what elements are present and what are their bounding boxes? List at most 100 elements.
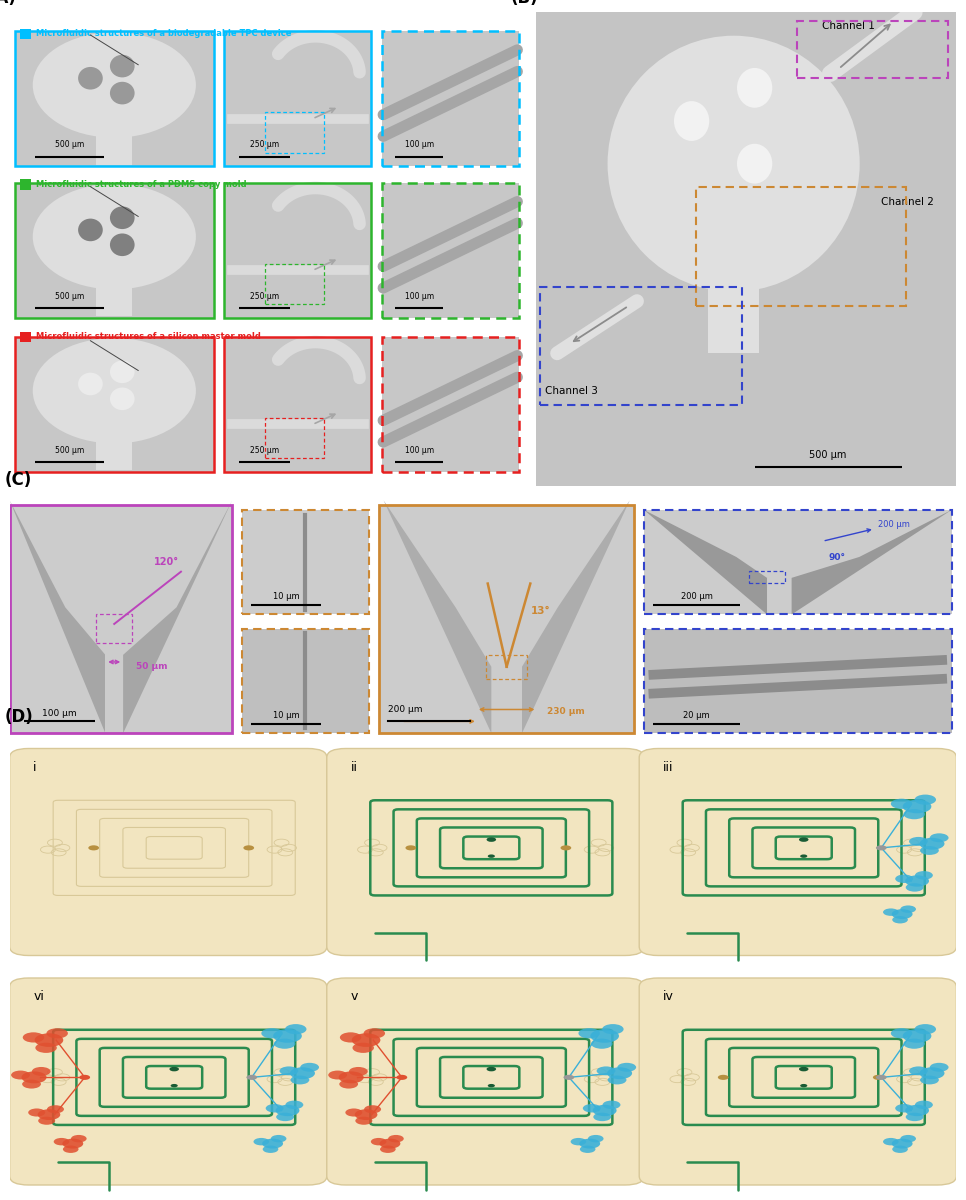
Polygon shape — [384, 500, 492, 733]
Text: 230 μm: 230 μm — [547, 707, 584, 716]
FancyBboxPatch shape — [10, 978, 327, 1186]
Text: 500 μm: 500 μm — [55, 140, 84, 150]
Bar — [644, 629, 952, 733]
Bar — [708, 268, 759, 353]
Circle shape — [328, 1070, 347, 1080]
Circle shape — [243, 845, 254, 851]
Circle shape — [275, 1105, 299, 1116]
Bar — [382, 337, 519, 472]
Circle shape — [32, 1067, 50, 1076]
Circle shape — [273, 1030, 301, 1043]
Bar — [644, 629, 952, 733]
Bar — [97, 614, 132, 643]
Circle shape — [266, 1104, 284, 1112]
Circle shape — [929, 833, 949, 842]
Circle shape — [571, 1138, 586, 1145]
Circle shape — [300, 1063, 319, 1072]
Circle shape — [593, 1112, 611, 1121]
Circle shape — [903, 799, 931, 814]
Bar — [749, 570, 785, 583]
Polygon shape — [791, 510, 952, 614]
Circle shape — [339, 1080, 358, 1088]
Circle shape — [602, 1024, 624, 1034]
Text: Channel 2: Channel 2 — [881, 197, 933, 206]
Circle shape — [22, 1080, 41, 1088]
Text: 250 μm: 250 μm — [250, 140, 279, 150]
Text: v: v — [351, 990, 357, 1003]
Circle shape — [909, 1067, 927, 1075]
Circle shape — [920, 838, 945, 850]
Text: 120°: 120° — [155, 557, 180, 566]
Bar — [14, 182, 213, 318]
Circle shape — [903, 809, 924, 820]
Circle shape — [906, 1112, 923, 1121]
Circle shape — [63, 1139, 83, 1148]
Circle shape — [39, 1117, 55, 1124]
Circle shape — [617, 1063, 637, 1072]
Circle shape — [262, 1028, 283, 1038]
Circle shape — [279, 1067, 298, 1075]
Circle shape — [355, 1109, 378, 1120]
Circle shape — [900, 1135, 916, 1142]
Circle shape — [23, 1032, 44, 1043]
Circle shape — [800, 854, 808, 858]
Circle shape — [46, 1028, 68, 1038]
Circle shape — [38, 1109, 60, 1120]
Circle shape — [718, 1075, 728, 1080]
Bar — [382, 31, 519, 166]
Circle shape — [246, 1075, 257, 1080]
Circle shape — [396, 1075, 408, 1080]
Circle shape — [737, 68, 772, 108]
Circle shape — [263, 1146, 278, 1153]
Circle shape — [345, 1109, 362, 1116]
Text: iv: iv — [663, 990, 673, 1003]
Text: 250 μm: 250 μm — [250, 292, 279, 301]
Bar — [20, 179, 31, 190]
Circle shape — [339, 1072, 364, 1084]
Circle shape — [290, 1067, 315, 1079]
Circle shape — [487, 838, 497, 842]
Bar — [224, 337, 372, 472]
Circle shape — [349, 1067, 368, 1076]
Circle shape — [883, 1138, 898, 1145]
Circle shape — [488, 1084, 495, 1087]
Circle shape — [799, 1067, 809, 1072]
Circle shape — [11, 1070, 30, 1080]
Circle shape — [582, 1104, 601, 1112]
Bar — [97, 131, 132, 164]
Bar — [20, 332, 31, 342]
Bar — [10, 505, 232, 733]
Circle shape — [920, 1067, 945, 1079]
Bar — [97, 437, 132, 470]
Circle shape — [78, 67, 102, 90]
Bar — [266, 264, 325, 305]
FancyBboxPatch shape — [327, 749, 644, 955]
FancyBboxPatch shape — [327, 978, 644, 1186]
Circle shape — [63, 1146, 78, 1153]
Bar — [379, 505, 635, 733]
Circle shape — [262, 1139, 283, 1148]
Ellipse shape — [33, 338, 196, 444]
Circle shape — [406, 845, 416, 851]
Circle shape — [929, 1063, 949, 1072]
Bar — [105, 505, 123, 733]
Circle shape — [876, 1075, 887, 1080]
Text: 500 μm: 500 μm — [810, 450, 847, 460]
Circle shape — [110, 82, 134, 104]
Circle shape — [905, 1105, 929, 1116]
Bar — [696, 187, 906, 306]
Circle shape — [597, 1067, 615, 1075]
Bar — [382, 182, 519, 318]
Circle shape — [363, 1028, 385, 1038]
Bar — [10, 505, 232, 733]
Text: Channel 3: Channel 3 — [545, 386, 597, 396]
Bar — [20, 29, 31, 40]
Circle shape — [905, 875, 929, 887]
Text: 500 μm: 500 μm — [55, 446, 84, 455]
Circle shape — [355, 1117, 372, 1124]
Circle shape — [47, 1105, 64, 1114]
Circle shape — [380, 1146, 396, 1153]
Circle shape — [35, 1033, 63, 1046]
Circle shape — [873, 1075, 884, 1080]
Bar — [14, 182, 213, 318]
